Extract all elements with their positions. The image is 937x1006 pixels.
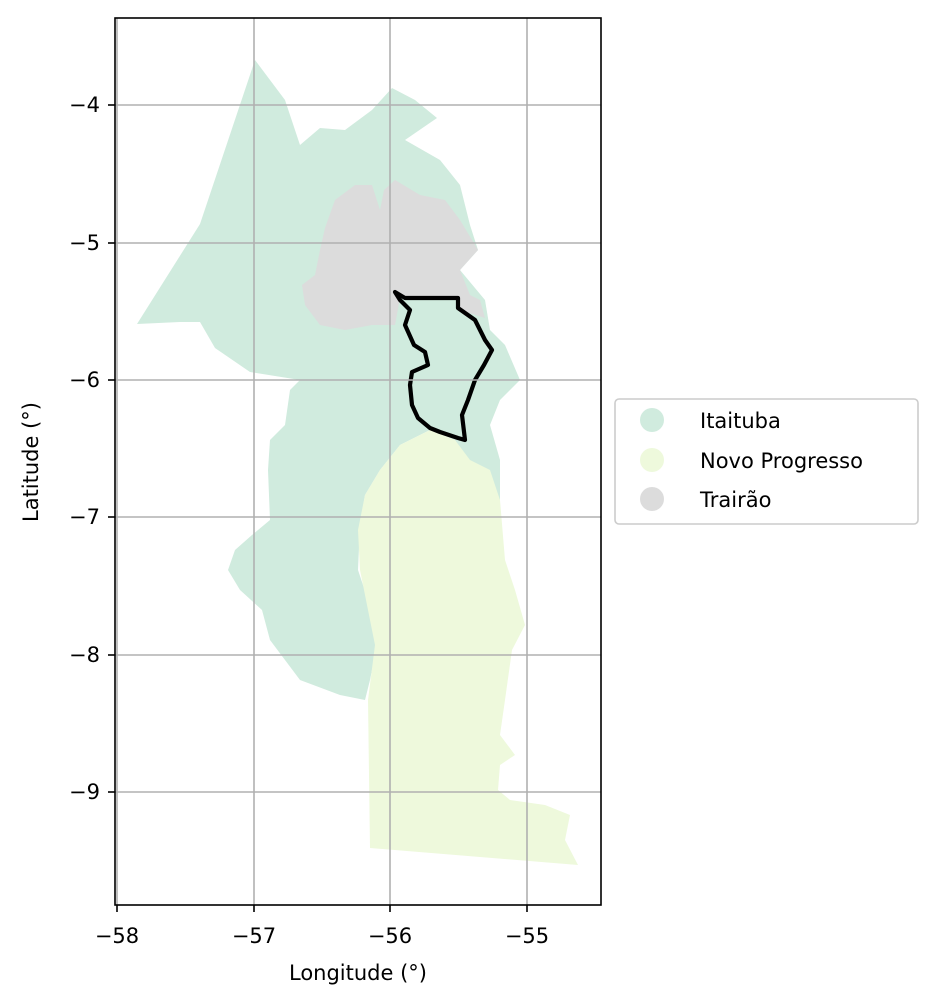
x-tick-label: −57 [232,924,276,948]
region-trairao [302,180,485,330]
y-axis-label: Latitude (°) [19,402,43,522]
legend-label-itaituba: Itaituba [700,409,781,433]
legend-frame [614,398,919,525]
x-axis [116,905,528,912]
y-tick-label: −5 [69,231,100,255]
y-tick-label: −7 [69,505,100,529]
grid-lines [115,18,601,905]
y-tick-label: −4 [69,93,100,117]
x-tick-label: −58 [95,924,139,948]
legend-marker-novo-progresso [640,448,664,472]
highlighted-area-outline [392,289,495,443]
x-tick-label: −56 [368,924,412,948]
legend-marker-trairao [640,487,664,511]
legend-label-trairao: Trairão [699,488,771,512]
map-plot-area [114,17,602,906]
y-axis [108,104,115,793]
region-novo-progresso [358,430,578,865]
y-tick-label: −8 [69,643,100,667]
legend: Itaituba Novo Progresso Trairão [614,398,919,525]
plot-frame [114,17,602,906]
y-tick-label: −9 [69,780,100,804]
legend-label-novo-progresso: Novo Progresso [700,449,863,473]
x-axis-label: Longitude (°) [289,961,427,985]
legend-marker-itaituba [640,408,664,432]
x-tick-label: −55 [505,924,549,948]
y-tick-label: −6 [69,368,100,392]
